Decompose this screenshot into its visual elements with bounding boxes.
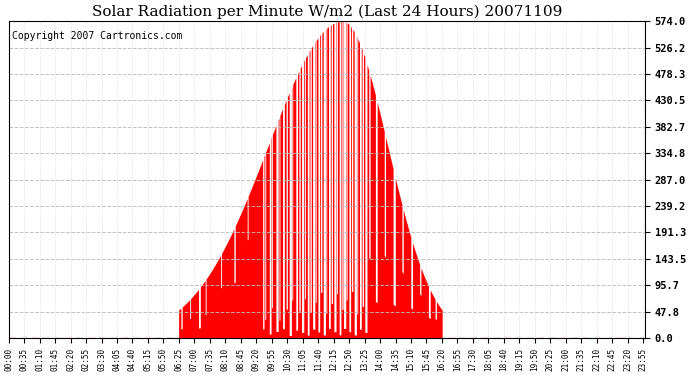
Text: Copyright 2007 Cartronics.com: Copyright 2007 Cartronics.com: [12, 31, 182, 40]
Title: Solar Radiation per Minute W/m2 (Last 24 Hours) 20071109: Solar Radiation per Minute W/m2 (Last 24…: [92, 4, 562, 18]
